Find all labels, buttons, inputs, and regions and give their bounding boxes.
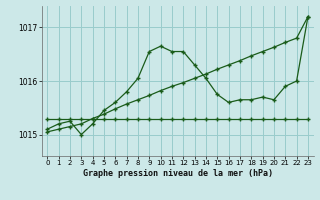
X-axis label: Graphe pression niveau de la mer (hPa): Graphe pression niveau de la mer (hPa): [83, 169, 273, 178]
